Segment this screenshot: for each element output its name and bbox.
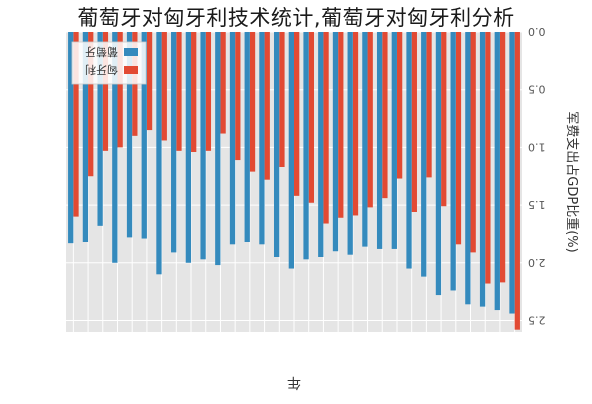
bar-hungary [470, 32, 476, 253]
bar-hungary [279, 32, 285, 167]
bar-portugal [244, 32, 250, 242]
y-tick-label: 1.5 [528, 198, 546, 211]
bar-portugal [156, 32, 162, 275]
bar-hungary [161, 32, 167, 141]
y-tick-label: 2.5 [528, 313, 546, 326]
bar-hungary [514, 32, 520, 330]
bar-hungary [367, 32, 373, 208]
bar-portugal [435, 32, 442, 296]
bars [68, 32, 520, 330]
bar-hungary [485, 32, 491, 284]
bar-portugal [288, 32, 294, 269]
bar-portugal [406, 32, 412, 269]
bar-hungary [117, 32, 123, 148]
bar-portugal [82, 32, 89, 242]
bar-hungary [308, 32, 315, 203]
bar-portugal [141, 32, 147, 239]
y-tick-label: 0.5 [528, 83, 546, 96]
bar-portugal [68, 32, 74, 244]
bar-hungary [235, 32, 241, 161]
y-axis-ticks: 0.0 0.5 1.0 1.5 2.0 2.5 [528, 25, 546, 326]
bar-hungary [264, 32, 270, 180]
bar-portugal [465, 32, 471, 305]
bar-portugal [97, 32, 103, 226]
bar-hungary [73, 32, 79, 217]
legend-swatch [124, 66, 138, 74]
page-title: 葡萄牙对匈牙利技术统计,葡萄牙对匈牙利分析 [77, 6, 515, 30]
bar-portugal [200, 32, 206, 260]
bar-portugal [332, 32, 339, 252]
bar-portugal [347, 32, 353, 255]
y-axis-label: 军费支出占GDP比重(%) [564, 111, 580, 252]
bar-portugal [273, 32, 280, 257]
bar-hungary [441, 32, 447, 207]
bar-hungary [176, 32, 182, 151]
bar-portugal [479, 32, 486, 307]
bar-hungary [88, 32, 94, 177]
bar-hungary [338, 32, 344, 218]
bar-hungary [191, 32, 197, 152]
legend-label: 葡萄牙 [85, 45, 118, 58]
x-axis-label: 年 [287, 374, 301, 390]
bar-portugal [391, 32, 397, 249]
bar-portugal [450, 32, 456, 291]
bar-portugal [362, 32, 368, 247]
bar-portugal [494, 32, 500, 311]
bar-hungary [382, 32, 388, 199]
bar-portugal [126, 32, 133, 238]
bar-chart: 0.00.51.01.52.02.5 199019911992199319941… [66, 0, 580, 390]
bar-portugal [376, 32, 383, 249]
bar-portugal [303, 32, 309, 260]
legend-label: 匈牙利 [85, 63, 118, 77]
bar-portugal [509, 32, 515, 314]
bar-hungary [249, 32, 256, 172]
bar-hungary [499, 32, 506, 283]
bar-hungary [352, 32, 359, 216]
bar-hungary [146, 32, 153, 131]
bar-hungary [396, 32, 403, 179]
bar-portugal [318, 32, 324, 257]
bar-portugal [229, 32, 236, 245]
bar-hungary [220, 32, 226, 134]
bar-hungary [102, 32, 109, 151]
bar-hungary [205, 32, 212, 151]
bar-hungary [294, 32, 300, 196]
bar-portugal [259, 32, 265, 245]
bar-portugal [112, 32, 118, 263]
y-tick-label: 2.0 [528, 256, 546, 269]
bar-hungary [426, 32, 432, 178]
bar-portugal [421, 32, 427, 277]
legend-swatch [124, 48, 138, 56]
bar-portugal [215, 32, 221, 266]
bar-hungary [323, 32, 329, 224]
y-tick-label: 1.0 [528, 140, 546, 153]
y-tick-label: 0.0 [528, 28, 546, 38]
bar-hungary [455, 32, 462, 245]
bar-portugal [171, 32, 177, 253]
bar-hungary [411, 32, 417, 212]
bar-portugal [185, 32, 192, 263]
